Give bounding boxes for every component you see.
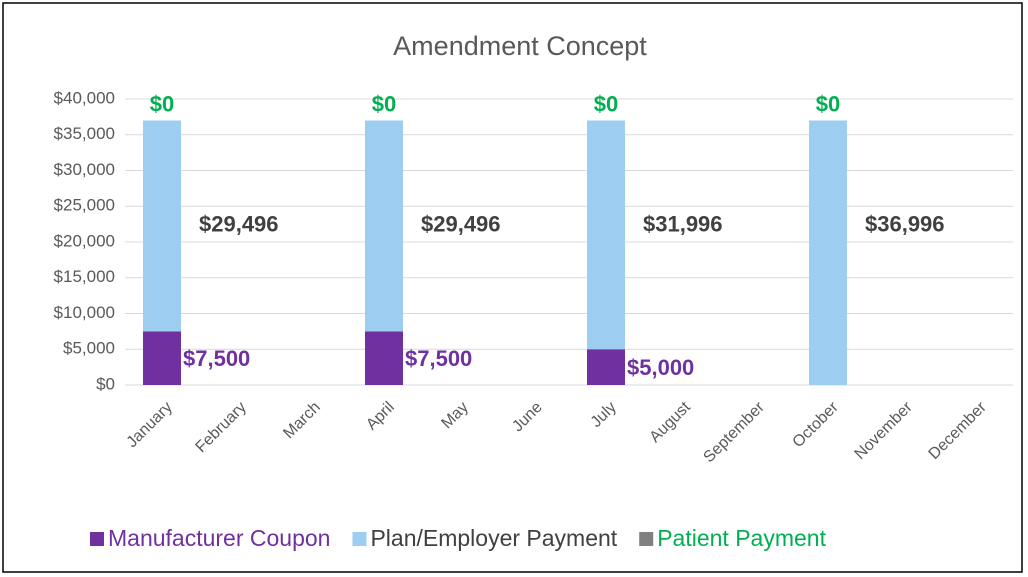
data-label: $36,996	[865, 212, 945, 237]
y-tick-label: $15,000	[54, 267, 115, 286]
data-label: $7,500	[183, 346, 250, 371]
legend-swatch	[639, 532, 654, 546]
data-label: $7,500	[405, 346, 472, 371]
y-tick-label: $20,000	[54, 231, 115, 250]
legend-swatch	[90, 532, 104, 546]
legend-label: Plan/Employer Payment	[370, 525, 617, 551]
data-label: $0	[594, 91, 618, 116]
bar-segment	[587, 349, 625, 385]
data-label: $0	[150, 91, 174, 116]
y-tick-label: $30,000	[54, 160, 115, 179]
bar-segment	[365, 120, 403, 332]
data-label: $0	[372, 91, 396, 116]
bar-segment	[143, 331, 181, 385]
data-label: $29,496	[421, 212, 501, 237]
y-tick-label: $25,000	[54, 196, 115, 215]
legend-label: Patient Payment	[657, 525, 826, 551]
y-tick-label: $0	[96, 374, 115, 393]
bar-segment	[587, 120, 625, 350]
y-tick-label: $10,000	[54, 303, 115, 322]
y-tick-label: $5,000	[63, 339, 115, 358]
y-tick-label: $35,000	[54, 124, 115, 143]
data-label: $29,496	[199, 212, 279, 237]
bar-segment	[809, 120, 847, 385]
bar-segment	[143, 120, 181, 332]
legend-swatch	[352, 532, 367, 546]
data-label: $0	[816, 91, 840, 116]
y-tick-label: $40,000	[54, 88, 115, 107]
chart-title: Amendment Concept	[393, 31, 647, 61]
legend-label: Manufacturer Coupon	[108, 525, 330, 551]
data-label: $5,000	[627, 355, 694, 380]
bar-segment	[365, 331, 403, 385]
data-label: $31,996	[643, 212, 723, 237]
